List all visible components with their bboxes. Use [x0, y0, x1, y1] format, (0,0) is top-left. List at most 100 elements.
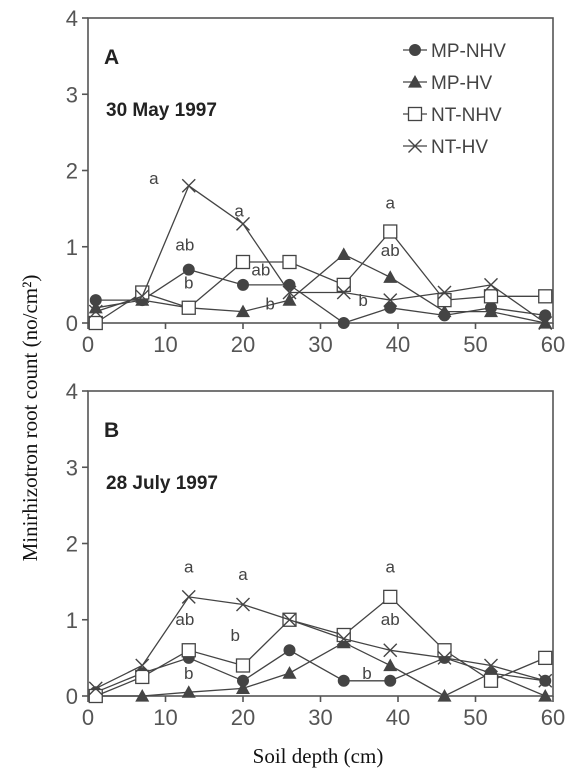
data-point — [336, 631, 351, 646]
data-point — [336, 277, 351, 293]
data-point — [383, 643, 398, 658]
legend-label: NT-HV — [431, 137, 488, 158]
data-point — [437, 643, 452, 658]
data-point — [337, 317, 350, 329]
x-tick-label: 0 — [82, 705, 94, 730]
data-point — [383, 589, 398, 605]
legend-label: MP-NHV — [431, 41, 506, 62]
x-tick-label: 30 — [308, 705, 332, 730]
significance-letter: a — [386, 557, 396, 576]
data-point — [383, 224, 398, 239]
panel-date: 30 May 1997 — [106, 100, 217, 121]
data-point — [538, 289, 553, 304]
data-point — [383, 270, 398, 283]
data-point — [88, 315, 103, 331]
significance-letter: b — [265, 294, 274, 313]
series-line — [95, 230, 546, 324]
series-line — [95, 253, 546, 324]
plot-frame — [87, 390, 554, 697]
series-line — [95, 596, 546, 697]
series-line — [95, 596, 546, 689]
data-point — [237, 278, 249, 291]
y-tick-label: 3 — [66, 455, 78, 480]
significance-letter: b — [358, 291, 367, 310]
x-tick-label: 50 — [463, 705, 487, 730]
data-point — [181, 300, 196, 315]
data-point — [282, 293, 297, 306]
legend-label: MP-HV — [431, 73, 493, 94]
data-point — [235, 254, 251, 270]
y-axis-label: Minirhizotron root count (no/cm²) — [18, 275, 42, 562]
data-point — [282, 254, 297, 270]
x-tick-label: 40 — [386, 705, 410, 730]
significance-letter: b — [184, 274, 193, 293]
x-tick-label: 10 — [153, 705, 177, 730]
y-tick-label: 4 — [66, 6, 78, 31]
data-point — [336, 285, 351, 300]
data-point — [135, 289, 150, 304]
legend-marker — [407, 106, 423, 122]
data-point — [181, 685, 196, 698]
data-point — [483, 673, 499, 688]
data-point — [437, 689, 452, 702]
legend-label: NT-NHV — [431, 105, 502, 126]
x-axis-label: Soil depth (cm) — [253, 744, 384, 768]
data-point — [88, 304, 103, 319]
data-point — [437, 304, 452, 318]
data-point — [384, 674, 397, 687]
series-line — [95, 649, 546, 693]
series-line — [95, 641, 546, 697]
significance-letter: a — [184, 557, 194, 576]
panel-date: 28 July 1997 — [106, 473, 218, 494]
data-point — [282, 285, 297, 300]
data-point — [483, 289, 499, 304]
legend-marker — [409, 44, 421, 56]
data-point — [538, 650, 553, 666]
data-point — [484, 304, 498, 318]
data-point — [236, 681, 250, 694]
y-tick-label: 3 — [66, 82, 78, 107]
x-tick-label: 50 — [463, 332, 487, 357]
data-point — [282, 612, 297, 627]
panel-letter: A — [104, 46, 119, 69]
data-point — [384, 301, 397, 314]
data-point — [88, 681, 103, 696]
y-tick-label: 2 — [66, 159, 78, 184]
series-line — [95, 184, 546, 324]
x-tick-label: 40 — [386, 332, 410, 357]
data-point — [383, 293, 398, 308]
significance-letter: a — [386, 194, 396, 213]
x-tick-label: 10 — [153, 332, 177, 357]
series-mp-hv — [88, 635, 553, 702]
data-point — [283, 644, 296, 657]
significance-letter: b — [362, 664, 371, 683]
data-point — [236, 597, 250, 612]
x-tick-label: 20 — [231, 332, 255, 357]
significance-letter: a — [238, 565, 248, 584]
data-point — [538, 673, 553, 688]
data-point — [538, 689, 553, 702]
data-point — [282, 666, 297, 679]
x-tick-label: 60 — [541, 332, 565, 357]
data-point — [235, 658, 251, 673]
data-point — [236, 304, 250, 318]
significance-letter: ab — [175, 610, 194, 629]
data-point — [437, 285, 452, 300]
data-point — [383, 658, 398, 672]
significance-letter: a — [149, 169, 159, 188]
series-mp-nhv — [89, 644, 552, 699]
series-nt-hv — [88, 589, 553, 696]
y-tick-label: 1 — [66, 235, 78, 260]
y-tick-label: 4 — [66, 379, 78, 404]
legend-marker — [408, 75, 422, 88]
significance-letter: b — [231, 626, 240, 645]
significance-letter: ab — [251, 261, 270, 280]
legend: MP-NHV MP-HV NT-NHV NT-HV — [403, 41, 506, 158]
series-line — [95, 268, 546, 324]
data-point — [181, 643, 196, 658]
significance-letter: a — [234, 201, 244, 220]
data-point — [337, 674, 350, 687]
